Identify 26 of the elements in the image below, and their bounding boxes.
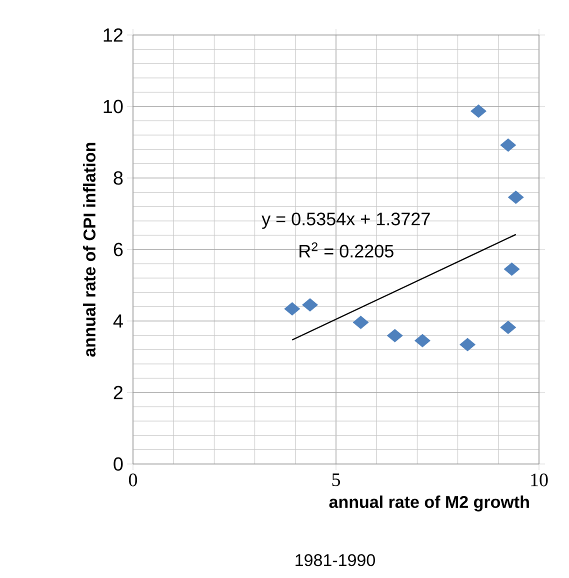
point — [386, 328, 403, 342]
y-tick-label: 4 — [113, 314, 123, 328]
y-axis-title: annual rate of CPI inflation — [83, 142, 96, 357]
point — [414, 334, 430, 348]
y-tick-label: 2 — [114, 386, 123, 400]
annotation: R$^{2}$ = 0.2205 — [300, 242, 394, 258]
y-tick-label: 8 — [114, 171, 123, 185]
x-tick-label: 10 — [531, 474, 548, 486]
y-tick-label: 6 — [114, 242, 123, 256]
point — [500, 138, 516, 152]
point — [460, 338, 476, 352]
text: 1981-1990 — [296, 554, 375, 566]
x-tick-label: 5 — [332, 474, 340, 486]
point — [504, 262, 520, 276]
x-axis-title: annual rate of M2 growth — [329, 496, 529, 512]
x-tick-label: 0 — [128, 474, 138, 486]
y-tick-label: 12 — [104, 28, 123, 42]
point — [508, 190, 524, 204]
point — [352, 316, 369, 330]
point — [500, 320, 516, 334]
y-tick-label: 0 — [114, 457, 123, 471]
point — [470, 104, 487, 118]
point — [302, 298, 318, 312]
point — [284, 302, 300, 316]
y-tick-label: 10 — [104, 100, 123, 114]
annotation: y = 0.5354x + 1.3727 — [262, 212, 430, 229]
